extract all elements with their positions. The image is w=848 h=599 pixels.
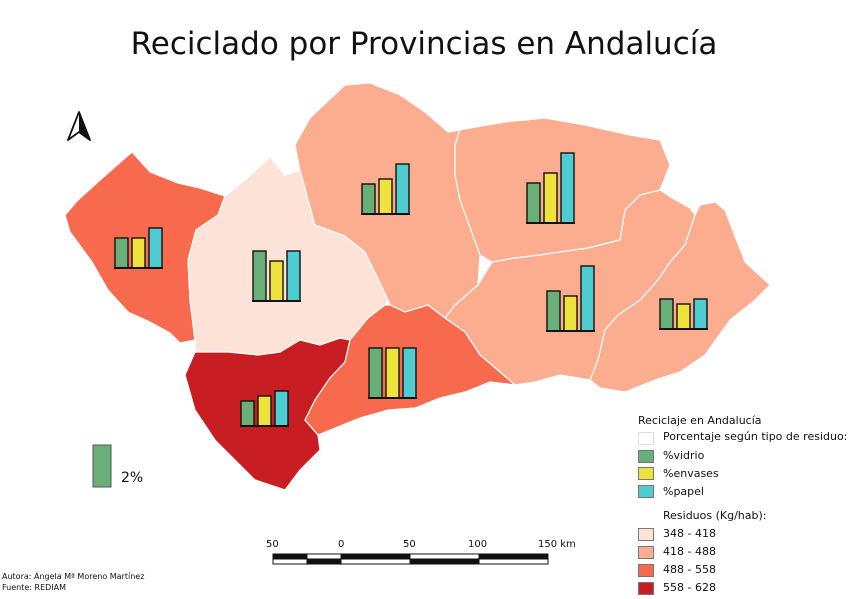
bar-papel bbox=[286, 250, 301, 302]
legend-label-class-2: 418 - 488 bbox=[663, 545, 716, 558]
bar-papel bbox=[148, 227, 163, 269]
legend-label-papel: %papel bbox=[663, 485, 704, 498]
legend-label-class-3: 488 - 558 bbox=[663, 563, 716, 576]
legend-chart-subtitle: Porcentaje según tipo de residuo: bbox=[663, 430, 848, 443]
bar-vidrio bbox=[361, 183, 376, 215]
bar-envases bbox=[269, 260, 284, 302]
scale-label-0: 50 bbox=[266, 539, 279, 550]
scale-seg bbox=[340, 553, 411, 560]
bar-envases bbox=[378, 178, 393, 215]
legend-label-class-1: 348 - 418 bbox=[663, 527, 716, 540]
legend-label-vidrio: %vidrio bbox=[663, 449, 705, 462]
credits-author: Autora: Ángela Mª Moreno Martínez bbox=[2, 572, 145, 581]
legend-swatch-envases bbox=[638, 467, 654, 480]
bar-vidrio bbox=[240, 400, 255, 427]
legend-swatch-class-2 bbox=[638, 546, 654, 559]
bar-envases bbox=[676, 303, 691, 330]
scale-seg bbox=[306, 558, 342, 565]
province-bar-chart bbox=[526, 152, 575, 224]
bar-vidrio bbox=[659, 298, 674, 330]
province-bar-chart bbox=[240, 390, 289, 427]
scale-seg bbox=[478, 553, 549, 560]
legend-swatch-class-1 bbox=[638, 528, 654, 541]
province-bar-chart bbox=[546, 265, 595, 332]
bar-papel bbox=[560, 152, 575, 224]
legend-swatch-class-4 bbox=[638, 582, 654, 595]
province-bar-chart bbox=[114, 227, 163, 269]
bar-papel bbox=[274, 390, 289, 427]
scale-label-3: 100 bbox=[468, 539, 488, 550]
size-reference-rect bbox=[92, 444, 112, 488]
bar-envases bbox=[543, 172, 558, 224]
provinces-layer bbox=[64, 82, 771, 491]
bar-papel bbox=[693, 298, 708, 330]
bar-vidrio bbox=[546, 290, 561, 332]
north-arrow bbox=[67, 111, 91, 141]
legend-label-envases: %envases bbox=[663, 467, 719, 480]
province-bar-chart bbox=[368, 347, 417, 399]
size-reference-bar bbox=[92, 444, 112, 488]
legend-swatch-class-3 bbox=[638, 564, 654, 577]
legend-chart-swatch bbox=[638, 432, 654, 445]
bar-papel bbox=[395, 163, 410, 215]
bar-vidrio bbox=[252, 250, 267, 302]
legend-class-title: Residuos (Kg/hab): bbox=[663, 509, 767, 522]
province-east bbox=[589, 201, 771, 393]
scale-seg bbox=[409, 558, 480, 565]
scale-label-4: 150 km bbox=[538, 539, 576, 550]
scale-label-1: 0 bbox=[338, 539, 345, 550]
bar-envases bbox=[257, 395, 272, 427]
bar-vidrio bbox=[526, 182, 541, 224]
legend-swatch-papel bbox=[638, 485, 654, 498]
bar-vidrio bbox=[368, 347, 383, 399]
scale-seg bbox=[272, 553, 308, 560]
bar-papel bbox=[402, 347, 417, 399]
legend-label-class-4: 558 - 628 bbox=[663, 581, 716, 594]
bar-papel bbox=[580, 265, 595, 332]
north-arrow-fill bbox=[79, 112, 90, 140]
bar-vidrio bbox=[114, 237, 129, 269]
province-bar-chart bbox=[252, 250, 301, 302]
map-title: Reciclado por Provincias en Andalucía bbox=[130, 26, 718, 62]
province-bar-chart bbox=[659, 298, 708, 330]
credits-source: Fuente: REDIAM bbox=[2, 583, 67, 592]
bar-charts-layer bbox=[114, 152, 708, 427]
legend-swatch-vidrio bbox=[638, 450, 654, 463]
bar-envases bbox=[563, 295, 578, 332]
scale-label-2: 50 bbox=[403, 539, 416, 550]
scale-bar bbox=[272, 553, 549, 565]
size-reference-label: 2% bbox=[121, 470, 144, 486]
bar-envases bbox=[131, 237, 146, 269]
province-bar-chart bbox=[361, 163, 410, 215]
legend-title: Reciclaje en Andalucía bbox=[638, 414, 762, 427]
bar-envases bbox=[385, 347, 400, 399]
